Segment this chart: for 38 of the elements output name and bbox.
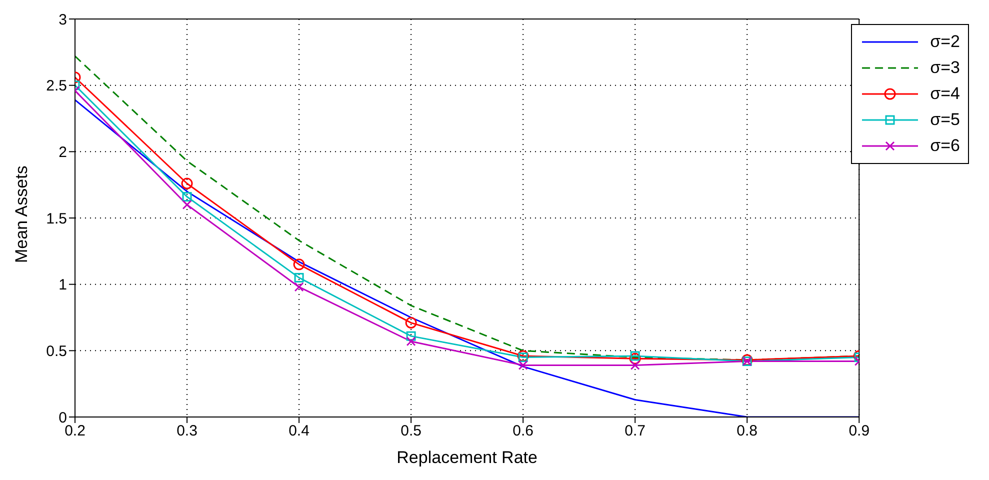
x-tick-label: 0.3 bbox=[176, 422, 198, 440]
point bbox=[630, 351, 640, 361]
legend-label: σ=3 bbox=[930, 58, 960, 78]
x-tick-label: 0.7 bbox=[624, 422, 646, 440]
point bbox=[629, 352, 641, 364]
point bbox=[182, 192, 192, 202]
point bbox=[294, 282, 304, 292]
point bbox=[518, 360, 528, 370]
y-tick-label: 2.5 bbox=[46, 78, 67, 95]
legend-label: σ=6 bbox=[930, 136, 960, 156]
point bbox=[182, 200, 192, 210]
point bbox=[741, 354, 753, 366]
y-tick-label: 1 bbox=[58, 276, 67, 294]
x-axis-title: Replacement Rate bbox=[396, 448, 538, 467]
legend-label: σ=4 bbox=[930, 84, 960, 104]
y-tick-label: 1.5 bbox=[46, 210, 67, 228]
point bbox=[518, 352, 528, 362]
x-tick-label: 0.9 bbox=[848, 422, 870, 440]
y-axis-title: Mean Assets bbox=[12, 166, 32, 263]
y-tick-label: 0.5 bbox=[46, 342, 67, 360]
point bbox=[294, 272, 304, 282]
legend-label: σ=5 bbox=[930, 110, 960, 130]
x-tick-label: 0.8 bbox=[736, 422, 758, 440]
point bbox=[406, 331, 416, 341]
point bbox=[181, 178, 193, 190]
x-tick-label: 0.5 bbox=[400, 422, 422, 440]
y-tick-label: 2 bbox=[58, 144, 67, 161]
point bbox=[293, 258, 305, 270]
y-tick-label: 3 bbox=[58, 11, 67, 28]
point bbox=[405, 317, 417, 329]
point bbox=[406, 336, 416, 346]
point bbox=[630, 360, 640, 370]
x-tick-label: 0.4 bbox=[288, 422, 310, 440]
x-tick-label: 0.2 bbox=[64, 422, 86, 440]
y-tick-label: 0 bbox=[58, 409, 67, 426]
legend-label: σ=2 bbox=[930, 32, 960, 52]
x-tick-label: 0.6 bbox=[512, 422, 534, 440]
point bbox=[517, 350, 529, 362]
